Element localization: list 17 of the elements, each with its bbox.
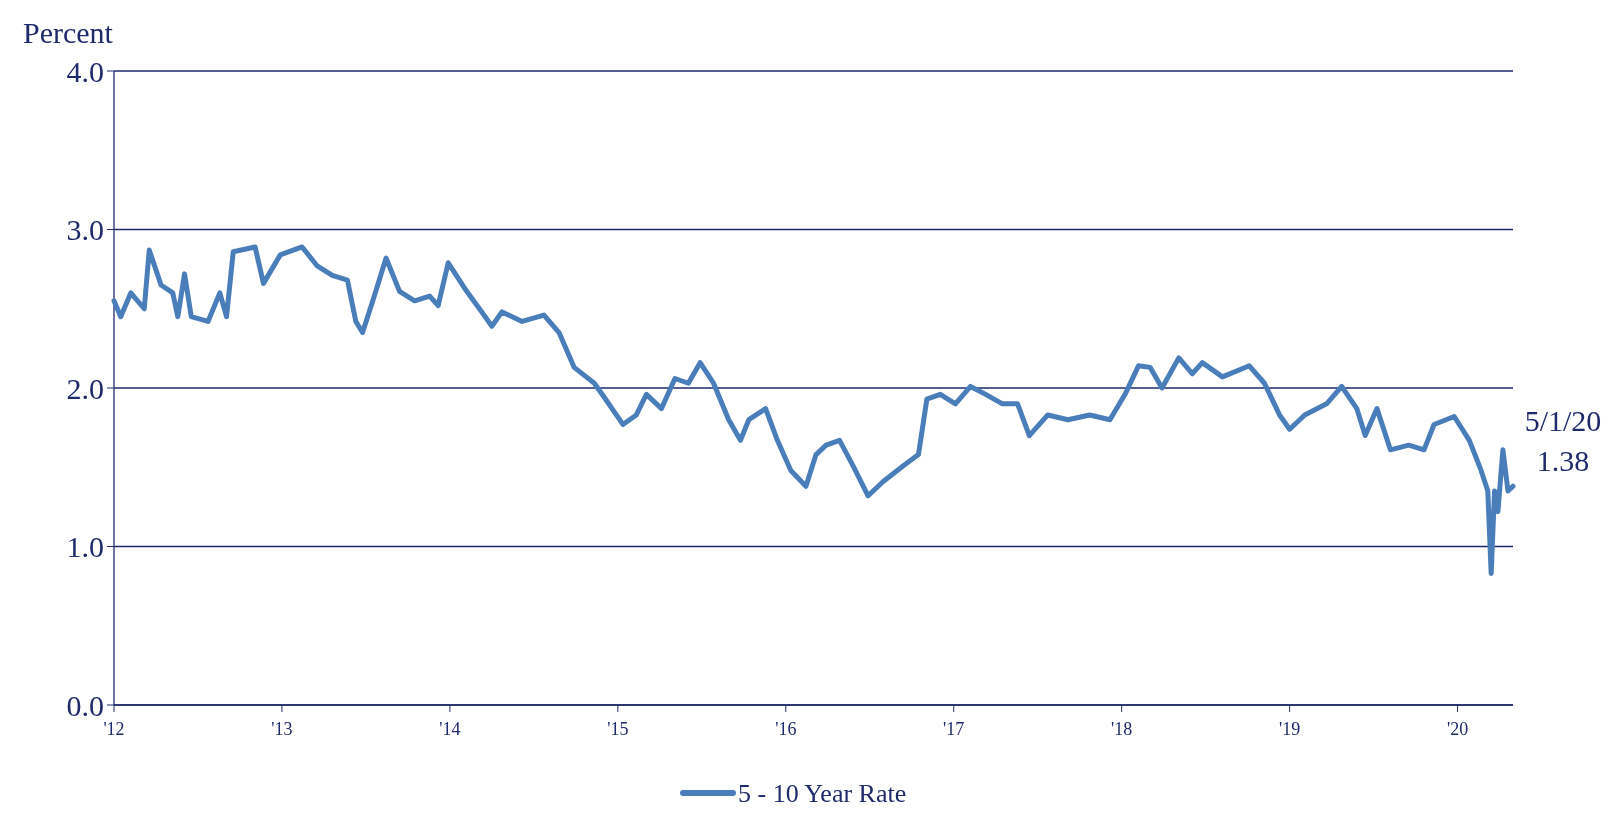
y-tick-label: 2.0 [66,371,104,405]
x-tick-label: '15 [607,719,629,739]
x-tick-label: '20 [1446,719,1469,739]
y-axis-title: Percent [23,16,114,49]
x-tick-label: '16 [775,719,797,739]
x-tick-label: '14 [439,719,461,739]
x-tick-label: '19 [1279,719,1301,739]
y-tick-label: 3.0 [66,213,104,246]
x-tick-label: '18 [1111,719,1133,739]
y-tick-label: 4.0 [66,54,104,88]
legend-label: 5 - 10 Year Rate [738,779,907,809]
y-tick-label: 0.0 [66,688,104,722]
x-tick-label: '12 [103,719,125,739]
x-tick-label: '17 [943,719,965,739]
annotation: 5/1/20 1.38 [1524,404,1602,478]
y-tick-label: 1.0 [66,530,104,563]
x-tick-label: '13 [271,719,293,739]
